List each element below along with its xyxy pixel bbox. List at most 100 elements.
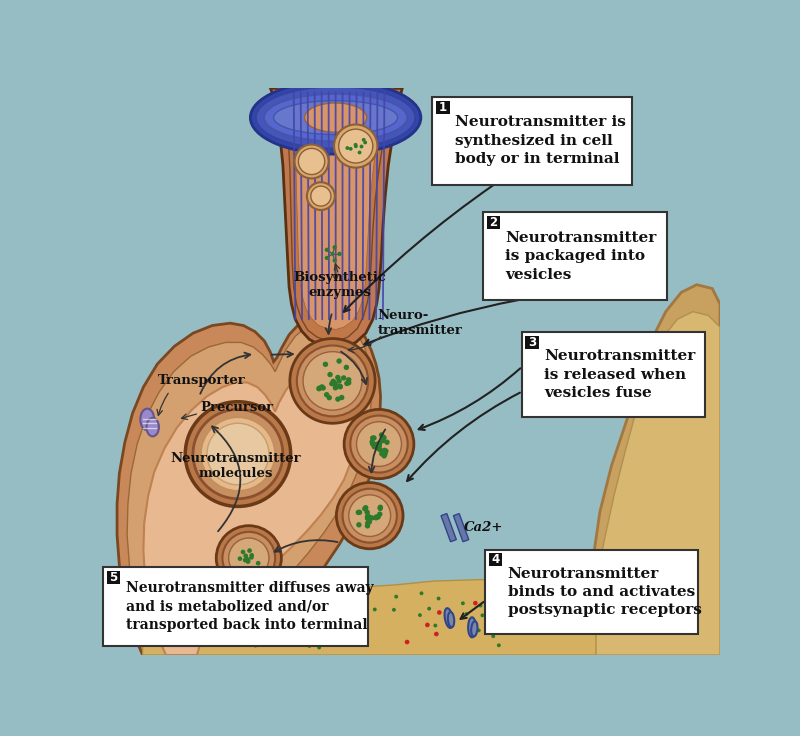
Circle shape — [365, 514, 370, 519]
Circle shape — [382, 435, 386, 440]
Circle shape — [329, 381, 334, 386]
Text: Ca2+: Ca2+ — [464, 521, 504, 534]
Circle shape — [379, 451, 385, 456]
Circle shape — [197, 618, 201, 622]
Circle shape — [363, 141, 367, 144]
Circle shape — [461, 601, 465, 605]
Circle shape — [317, 386, 322, 391]
Circle shape — [336, 358, 342, 364]
Circle shape — [356, 510, 361, 515]
Circle shape — [373, 607, 377, 612]
Circle shape — [201, 604, 205, 607]
Bar — [107, 571, 120, 584]
Text: Neurotransmitter
molecules: Neurotransmitter molecules — [170, 452, 301, 480]
Circle shape — [363, 505, 369, 510]
Ellipse shape — [448, 612, 454, 627]
Circle shape — [425, 623, 430, 627]
Circle shape — [333, 385, 338, 391]
Circle shape — [405, 640, 410, 644]
Circle shape — [333, 381, 338, 387]
Circle shape — [170, 614, 173, 618]
Circle shape — [376, 442, 382, 447]
Circle shape — [335, 397, 341, 402]
Circle shape — [377, 440, 382, 446]
Circle shape — [362, 506, 367, 512]
Text: Biosynthetic
enzymes: Biosynthetic enzymes — [294, 271, 386, 299]
Polygon shape — [434, 285, 720, 655]
Circle shape — [250, 553, 254, 558]
Text: Neurotransmitter diffuses away
and is metabolized and/or
transported back into t: Neurotransmitter diffuses away and is me… — [126, 581, 374, 632]
Circle shape — [286, 598, 290, 601]
Circle shape — [354, 143, 358, 146]
Circle shape — [242, 558, 247, 562]
Circle shape — [252, 641, 256, 645]
Circle shape — [238, 556, 242, 561]
Circle shape — [344, 381, 350, 386]
Circle shape — [294, 144, 329, 178]
Circle shape — [373, 442, 378, 447]
Polygon shape — [270, 88, 402, 348]
Text: 3: 3 — [528, 336, 536, 350]
Circle shape — [244, 556, 249, 561]
Circle shape — [354, 595, 358, 599]
Circle shape — [249, 568, 254, 573]
FancyBboxPatch shape — [433, 97, 632, 185]
Bar — [436, 101, 450, 114]
Circle shape — [371, 435, 377, 441]
Circle shape — [338, 383, 342, 389]
Circle shape — [256, 561, 261, 565]
Text: 1: 1 — [439, 101, 447, 113]
Bar — [441, 514, 456, 542]
Text: Neurotransmitter
is released when
vesicles fuse: Neurotransmitter is released when vesicl… — [544, 350, 695, 400]
Circle shape — [344, 619, 348, 623]
Circle shape — [227, 605, 231, 609]
Circle shape — [491, 601, 494, 604]
Circle shape — [216, 526, 282, 590]
Circle shape — [381, 438, 386, 443]
Circle shape — [327, 372, 333, 378]
Circle shape — [331, 380, 337, 385]
Circle shape — [186, 402, 290, 506]
Circle shape — [382, 453, 387, 459]
Circle shape — [194, 613, 198, 617]
Ellipse shape — [256, 87, 415, 149]
Circle shape — [365, 520, 370, 526]
Circle shape — [322, 361, 328, 367]
Circle shape — [271, 620, 275, 624]
Circle shape — [371, 444, 377, 450]
Text: Neurotransmitter
is packaged into
vesicles: Neurotransmitter is packaged into vesicl… — [506, 231, 657, 282]
Circle shape — [378, 505, 383, 510]
Circle shape — [509, 610, 513, 614]
FancyBboxPatch shape — [483, 212, 666, 300]
Circle shape — [356, 522, 362, 528]
Circle shape — [246, 606, 250, 610]
Ellipse shape — [250, 81, 421, 154]
Circle shape — [365, 523, 370, 528]
Bar — [489, 553, 502, 567]
Circle shape — [266, 634, 270, 637]
Circle shape — [394, 595, 398, 598]
Text: Neurotransmitter is
synthesized in cell
body or in terminal: Neurotransmitter is synthesized in cell … — [455, 116, 626, 166]
Text: 5: 5 — [110, 571, 118, 584]
Circle shape — [303, 352, 362, 410]
Circle shape — [465, 612, 469, 616]
Polygon shape — [278, 88, 393, 341]
Polygon shape — [127, 319, 371, 655]
Circle shape — [307, 183, 335, 210]
Circle shape — [330, 252, 334, 256]
Text: Transporter: Transporter — [158, 375, 246, 387]
Polygon shape — [457, 311, 720, 655]
Circle shape — [338, 129, 373, 163]
Circle shape — [313, 642, 317, 646]
Circle shape — [318, 645, 321, 649]
Circle shape — [206, 592, 210, 595]
Circle shape — [319, 384, 325, 389]
Circle shape — [497, 643, 501, 647]
Circle shape — [222, 532, 275, 584]
Circle shape — [369, 515, 374, 520]
Circle shape — [370, 439, 375, 445]
Bar — [486, 216, 500, 229]
Circle shape — [333, 258, 337, 263]
Circle shape — [164, 606, 167, 609]
Circle shape — [170, 632, 174, 636]
